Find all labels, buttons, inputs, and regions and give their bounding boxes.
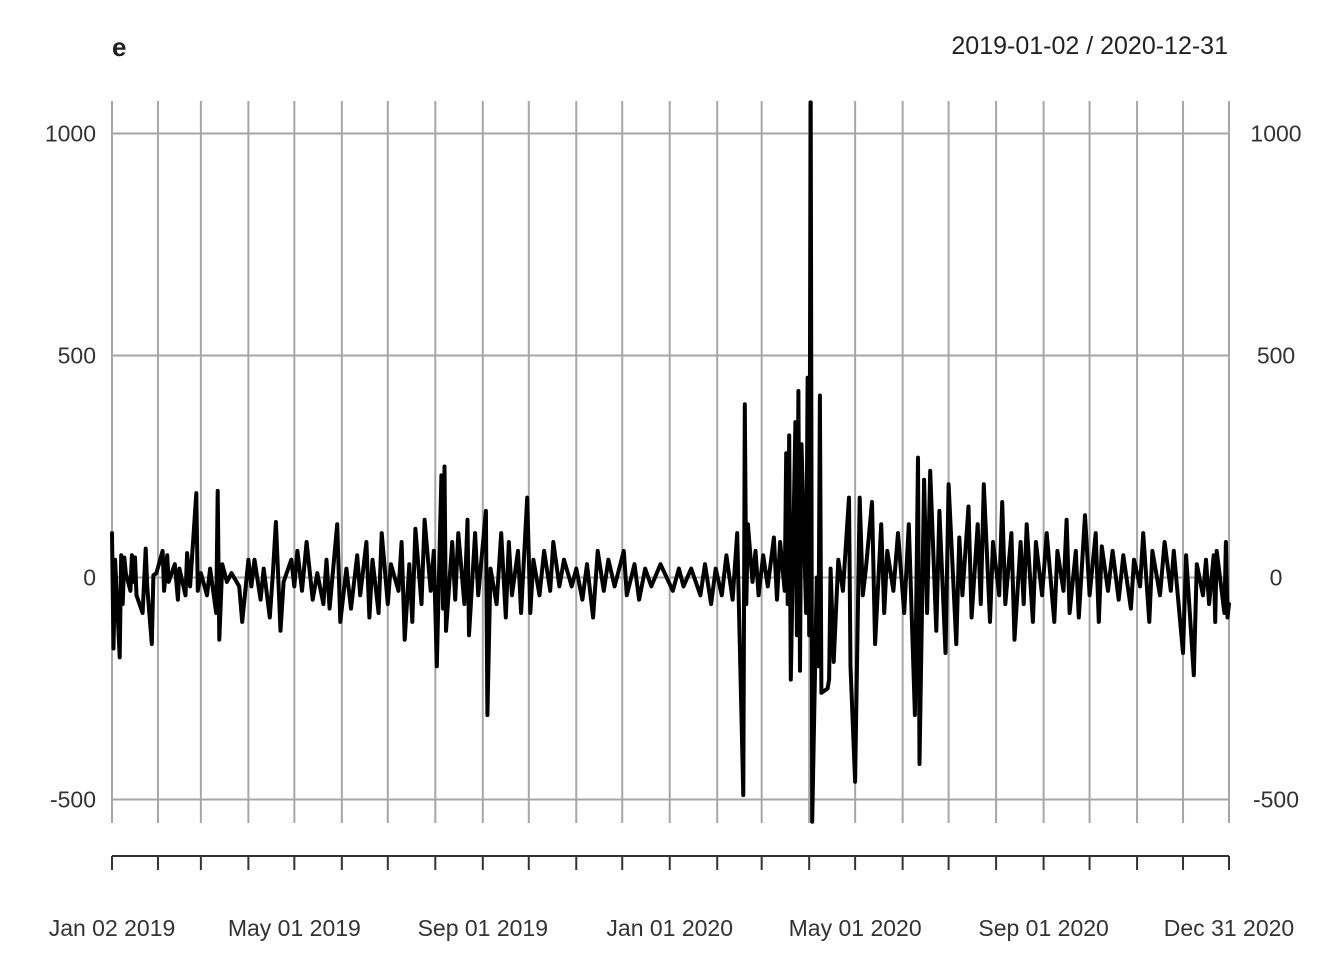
x-tick-label: Dec 31 2020 [1164,915,1294,941]
y-tick-label-right: -500 [1253,787,1299,813]
x-tick-label: Jan 02 2019 [49,915,176,941]
x-tick-label: Sep 01 2019 [418,915,548,941]
x-tick-label: May 01 2020 [789,915,922,941]
chart-date-range: 2019-01-02 / 2020-12-31 [951,32,1228,60]
y-tick-label-left: 1000 [45,121,96,147]
tick-labels: -500 -500 0 0 500 500 1000 1000 Jan 02 2019 May 0… [45,121,1302,942]
y-tick-label-left: -500 [50,787,96,813]
series-line [110,100,1231,824]
y-tick-label-right: 1000 [1250,121,1301,147]
x-tick-label: Sep 01 2020 [978,915,1108,941]
y-tick-label-left: 0 [83,565,96,591]
x-tick-label: May 01 2019 [228,915,361,941]
chart-title: e [112,32,126,62]
x-axis [111,855,1230,870]
y-tick-label-right: 0 [1270,565,1283,591]
y-tick-label-left: 500 [58,343,96,369]
series-line-layer [110,100,1231,824]
x-tick-label: Jan 01 2020 [606,915,733,941]
y-tick-label-right: 500 [1257,343,1295,369]
grid [111,101,1230,823]
